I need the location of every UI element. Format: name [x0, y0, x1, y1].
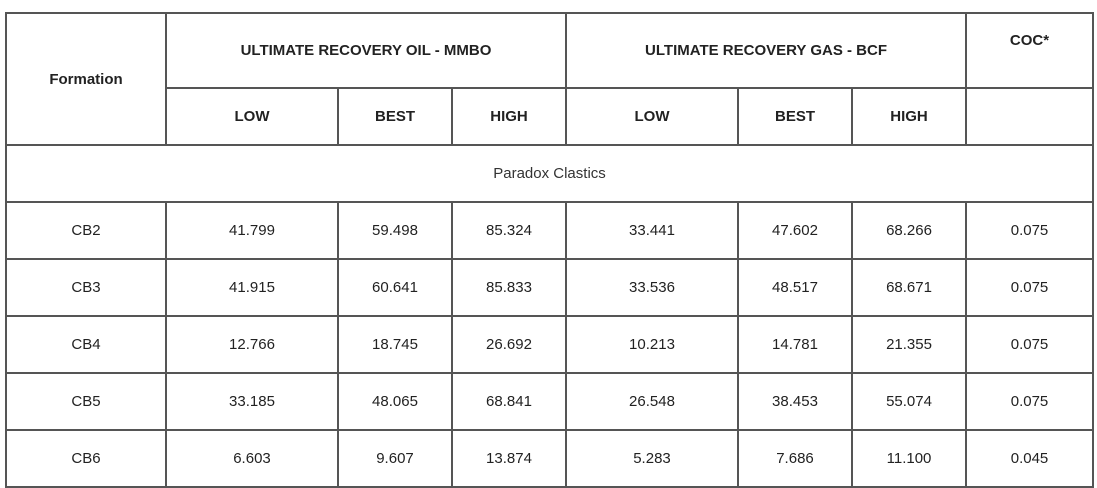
table-row: CB6 6.603 9.607 13.874 5.283 7.686 11.100 0.045: [5, 429, 1095, 488]
oil-best-cell: 9.607: [337, 429, 453, 488]
oil-best-cell: 48.065: [337, 372, 453, 431]
oil-best-cell: 18.745: [337, 315, 453, 374]
coc-cell: 0.075: [965, 201, 1095, 260]
table-row: CB2 41.799 59.498 85.324 33.441 47.602 68.266 0…: [5, 201, 1095, 260]
gas-best-cell: 47.602: [737, 201, 853, 260]
gas-low-cell: 33.536: [565, 258, 739, 317]
gas-best-cell: 7.686: [737, 429, 853, 488]
gas-low-cell: 5.283: [565, 429, 739, 488]
oil-high-cell: 13.874: [451, 429, 567, 488]
gas-high-cell: 55.074: [850, 372, 968, 431]
oil-best-header: BEST: [337, 87, 453, 146]
formation-cell: CB3: [5, 258, 167, 317]
gas-low-cell: 26.548: [565, 372, 739, 431]
oil-high-header: HIGH: [451, 87, 567, 146]
gas-high-cell: 21.355: [850, 315, 968, 374]
gas-low-cell: 33.441: [565, 201, 739, 260]
gas-low-cell: 10.213: [565, 315, 739, 374]
gas-high-header: HIGH: [850, 87, 968, 146]
gas-low-header: LOW: [565, 87, 739, 146]
gas-best-cell: 38.453: [737, 372, 853, 431]
oil-high-cell: 85.833: [451, 258, 567, 317]
coc-subheader-empty: [965, 87, 1095, 146]
coc-cell: 0.045: [965, 429, 1095, 488]
table-row: CB5 33.185 48.065 68.841 26.548 38.453 55.074 0…: [5, 372, 1095, 431]
formation-cell: CB4: [5, 315, 167, 374]
oil-low-cell: 12.766: [165, 315, 339, 374]
oil-low-cell: 33.185: [165, 372, 339, 431]
oil-low-cell: 6.603: [165, 429, 339, 488]
formation-header: Formation: [5, 12, 167, 146]
oil-high-cell: 26.692: [451, 315, 567, 374]
oil-high-cell: 68.841: [451, 372, 567, 431]
coc-cell: 0.075: [965, 315, 1095, 374]
oil-low-cell: 41.915: [165, 258, 339, 317]
oil-low-cell: 41.799: [165, 201, 339, 260]
oil-best-cell: 60.641: [337, 258, 453, 317]
gas-best-cell: 14.781: [737, 315, 853, 374]
formation-cell: CB2: [5, 201, 167, 260]
formation-cell: CB5: [5, 372, 167, 431]
oil-high-cell: 85.324: [451, 201, 567, 260]
coc-header: COC*: [965, 12, 1095, 89]
gas-best-header: BEST: [737, 87, 853, 146]
oil-best-cell: 59.498: [337, 201, 453, 260]
section-row: Paradox Clastics: [4, 144, 1095, 203]
gas-best-cell: 48.517: [737, 258, 853, 317]
formation-cell: CB6: [5, 429, 167, 488]
oil-group-header: ULTIMATE RECOVERY OIL - MMBO: [165, 12, 567, 89]
gas-high-cell: 68.671: [850, 258, 968, 317]
section-title: Paradox Clastics: [4, 144, 1095, 203]
gas-group-header: ULTIMATE RECOVERY GAS - BCF: [564, 12, 968, 89]
coc-cell: 0.075: [965, 372, 1095, 431]
header-row-1: Formation ULTIMATE RECOVERY OIL - MMBO U…: [5, 12, 1095, 146]
header-row-2: LOW BEST HIGH LOW BEST HIGH: [6, 87, 1095, 146]
recovery-table: Formation ULTIMATE RECOVERY OIL - MMBO U…: [4, 12, 1095, 488]
coc-cell: 0.075: [965, 258, 1095, 317]
table-row: CB4 12.766 18.745 26.692 10.213 14.781 21.355 0…: [5, 315, 1095, 374]
oil-low-header: LOW: [165, 87, 339, 146]
gas-high-cell: 11.100: [850, 429, 968, 488]
gas-high-cell: 68.266: [850, 201, 968, 260]
table-row: CB3 41.915 60.641 85.833 33.536 48.517 68.671 0…: [5, 258, 1095, 317]
